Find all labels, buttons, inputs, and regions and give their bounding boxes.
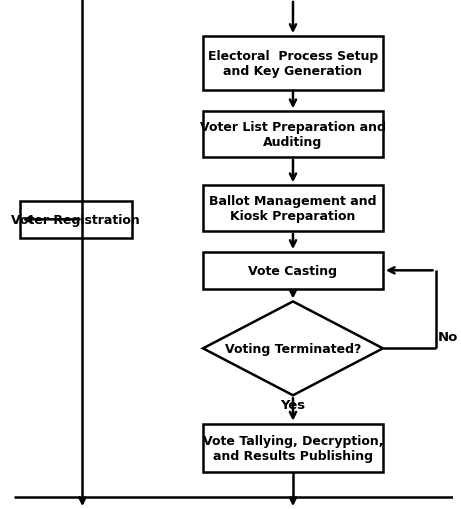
Text: No: No bbox=[438, 331, 458, 344]
FancyBboxPatch shape bbox=[203, 252, 383, 289]
Text: Electoral  Process Setup
and Key Generation: Electoral Process Setup and Key Generati… bbox=[208, 50, 378, 77]
FancyBboxPatch shape bbox=[203, 423, 383, 472]
Text: Voting Terminated?: Voting Terminated? bbox=[225, 342, 361, 355]
Text: Vote Tallying, Decryption,
and Results Publishing: Vote Tallying, Decryption, and Results P… bbox=[203, 434, 383, 462]
FancyBboxPatch shape bbox=[203, 186, 383, 232]
FancyBboxPatch shape bbox=[203, 37, 383, 91]
FancyBboxPatch shape bbox=[20, 202, 132, 238]
Text: Voter List Preparation and
Auditing: Voter List Preparation and Auditing bbox=[200, 121, 386, 149]
FancyBboxPatch shape bbox=[203, 112, 383, 158]
Polygon shape bbox=[203, 302, 383, 395]
Text: Voter Registration: Voter Registration bbox=[12, 213, 140, 227]
Text: Ballot Management and
Kiosk Preparation: Ballot Management and Kiosk Preparation bbox=[209, 195, 377, 222]
Text: Vote Casting: Vote Casting bbox=[248, 264, 337, 277]
Text: Yes: Yes bbox=[280, 398, 306, 411]
